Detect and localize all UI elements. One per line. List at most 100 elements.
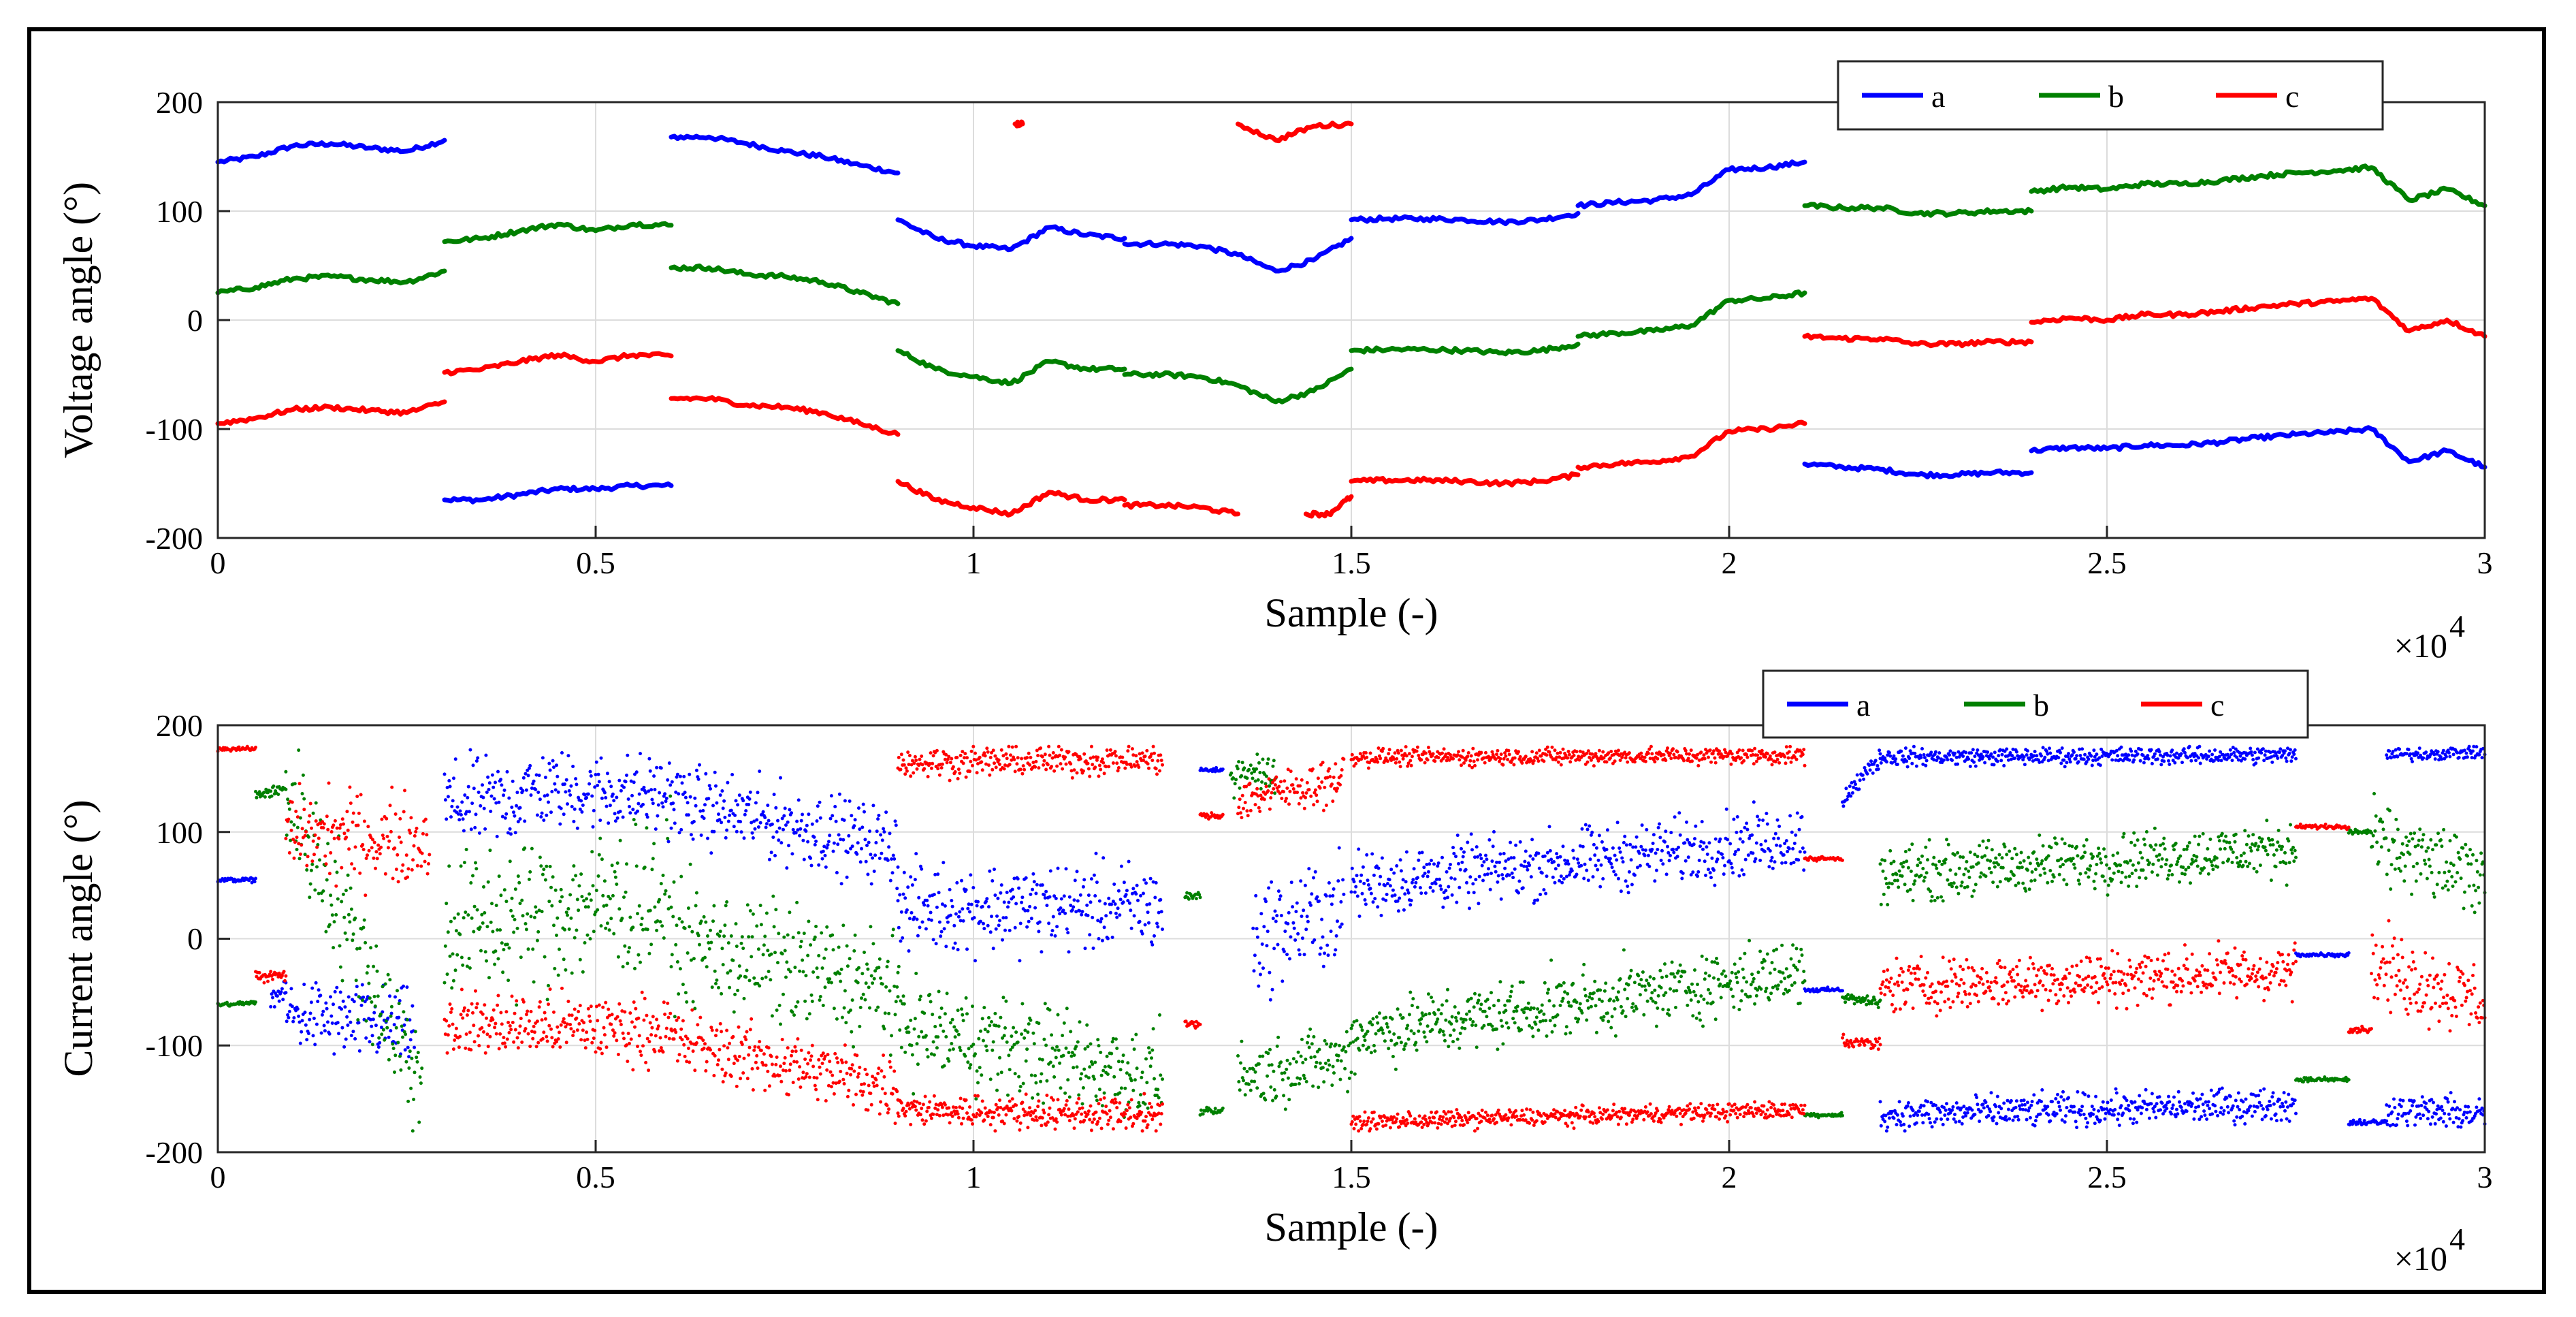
voltage-series-c-line [1349, 471, 1581, 488]
current-series-c-points [669, 1008, 900, 1126]
current-series-c-points [284, 781, 432, 898]
current-x-tick-label: 2 [1722, 1160, 1737, 1194]
current-series-c-points [254, 970, 288, 985]
current-series-c-points [1803, 855, 1845, 863]
current-series-b-points [1878, 819, 2298, 906]
voltage-series-c-line [895, 479, 1127, 518]
current-series-a-points [1803, 985, 1845, 994]
voltage-plot-border [216, 101, 2486, 539]
voltage-series-b-line [442, 221, 674, 244]
current-exponent-base: ×10 [2394, 1239, 2447, 1278]
current-series-a-points [2385, 1091, 2487, 1129]
current-legend-label-c: c [2210, 688, 2224, 723]
current-x-tick-label: 0.5 [576, 1160, 615, 1194]
voltage-series-b-line [1575, 289, 1807, 339]
current-series-c-points [2347, 1024, 2374, 1034]
voltage-series-b-line [1349, 341, 1581, 357]
current-legend-label-a: a [1856, 688, 1870, 723]
voltage-series-c-line [1575, 419, 1807, 472]
current-x-axis-label: Sample (-) [1265, 1205, 1438, 1250]
current-series-c-points [1878, 939, 2298, 1018]
current-angle-chart: 200 100 0 -100 -200 0 0.5 1 1.5 2 2.5 3 … [56, 669, 2493, 1278]
current-series-b-points [2370, 792, 2487, 915]
voltage-series-a-line [895, 217, 1127, 253]
voltage-series-b-line [669, 264, 901, 306]
current-series-a-points [442, 748, 522, 838]
current-series-a-points [1349, 800, 1807, 918]
voltage-legend-box [1837, 60, 2384, 131]
current-y-axis-label: Current angle (°) [56, 799, 101, 1077]
voltage-series-a-line [1122, 236, 1354, 274]
current-series-b-points [1236, 1027, 1353, 1111]
current-x-tick-label: 3 [2477, 1160, 2493, 1194]
current-series-b-points [442, 794, 673, 1007]
current-series-c-points [1349, 1100, 1807, 1133]
current-y-tick-label: 0 [187, 921, 203, 956]
current-series-a-points [2294, 951, 2351, 959]
current-y-tick-label: -100 [146, 1028, 203, 1063]
current-plot-border [216, 724, 2486, 1154]
voltage-legend-label-c: c [2285, 79, 2299, 114]
voltage-series-b-line [1802, 202, 2034, 218]
voltage-series-a-line [442, 481, 674, 505]
voltage-y-tick-label: 200 [156, 85, 203, 120]
voltage-x-exponent: ×10 4 [2394, 609, 2465, 665]
current-series-b-points [1349, 938, 1807, 1076]
voltage-y-tick-label: 100 [156, 194, 203, 229]
voltage-series-layer [215, 119, 2488, 519]
current-series-b-points [284, 748, 424, 1133]
current-series-c-points [1349, 744, 1807, 770]
voltage-series-c-line [2029, 296, 2488, 339]
current-series-a-points [896, 851, 1165, 963]
current-series-b-points [1183, 891, 1202, 901]
current-series-a-points [269, 980, 288, 1009]
current-series-c-points [2294, 822, 2351, 831]
current-series-a-points [1878, 744, 2298, 769]
current-series-a-points [1841, 748, 1882, 808]
current-series-a-points [2385, 744, 2487, 763]
voltage-series-c-line [669, 395, 901, 437]
voltage-x-tick-label: 1 [966, 545, 982, 580]
current-series-b-points [254, 784, 288, 799]
current-series-a-points [1878, 1086, 2298, 1133]
current-series-c-points [1198, 811, 1225, 821]
current-series-c-points [442, 986, 673, 1073]
current-x-tick-label: 1.5 [1332, 1160, 1371, 1194]
voltage-series-c-line [215, 399, 447, 426]
voltage-y-tick-labels: 200 100 0 -100 -200 [146, 85, 203, 556]
voltage-series-c-line [1122, 501, 1240, 517]
voltage-y-tick-label: 0 [187, 303, 203, 338]
voltage-series-a-line [2029, 425, 2488, 470]
voltage-series-c-line [1303, 494, 1354, 519]
voltage-legend-label-a: a [1931, 79, 1945, 114]
voltage-series-b-line [215, 268, 447, 296]
voltage-series-a-line [215, 138, 447, 165]
current-series-b-points [1803, 1111, 1845, 1120]
voltage-y-tick-label: -100 [146, 412, 203, 447]
voltage-series-a-line [1349, 210, 1581, 227]
voltage-series-c-line [442, 351, 674, 377]
current-series-layer [216, 744, 2487, 1133]
current-x-tick-label: 2.5 [2087, 1160, 2127, 1194]
voltage-legend: a b c [1837, 60, 2384, 131]
current-y-tick-label: 100 [156, 815, 203, 850]
voltage-exponent-base: ×10 [2394, 626, 2447, 665]
current-y-tick-labels: 200 100 0 -100 -200 [146, 708, 203, 1170]
current-series-c-points [896, 1092, 1165, 1133]
current-series-c-points [1183, 1019, 1202, 1030]
voltage-series-a-line [1575, 159, 1807, 210]
voltage-series-b-line [2029, 163, 2488, 208]
voltage-legend-label-b: b [2108, 79, 2124, 114]
voltage-series-b-line [895, 348, 1127, 387]
voltage-x-tick-label: 0 [210, 545, 226, 580]
voltage-angle-chart: 200 100 0 -100 -200 0 0.5 1 1.5 2 2.5 3 … [56, 60, 2493, 665]
current-series-b-points [1841, 993, 1882, 1009]
current-exponent-power: 4 [2449, 1222, 2465, 1256]
current-series-a-points [1198, 765, 1225, 774]
current-y-tick-label: 200 [156, 708, 203, 743]
current-x-tick-label: 1 [966, 1160, 982, 1194]
current-series-c-points [1236, 757, 1346, 820]
current-x-tick-label: 0 [210, 1160, 226, 1194]
current-x-exponent: ×10 4 [2394, 1222, 2465, 1278]
